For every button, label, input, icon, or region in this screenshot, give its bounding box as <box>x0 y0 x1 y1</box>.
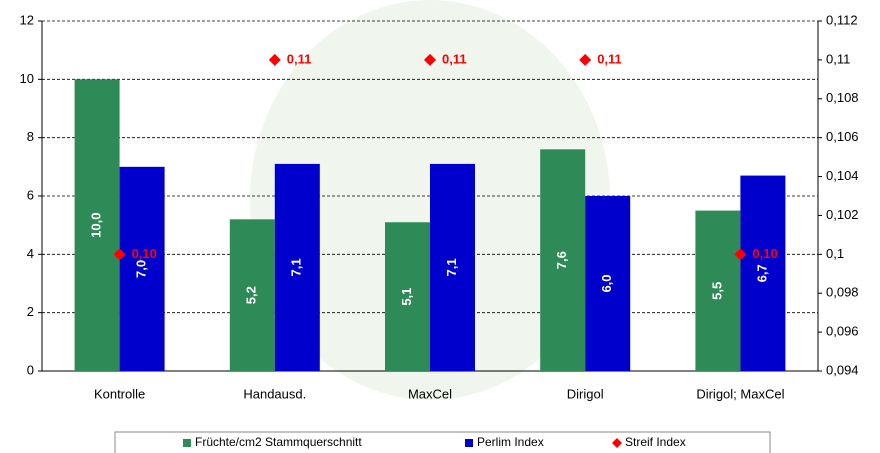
y2-tick-label: 0,104 <box>826 168 859 183</box>
value-label: 5,1 <box>399 288 414 306</box>
y2-tick-label: 0,096 <box>826 324 859 339</box>
bar <box>119 166 165 371</box>
value-label: 5,2 <box>244 286 259 304</box>
bar <box>74 79 120 371</box>
y2-tick-label: 0,098 <box>826 285 859 300</box>
bar <box>385 222 430 371</box>
legend-swatch <box>183 439 191 447</box>
legend-swatch <box>612 438 622 448</box>
x-tick-label: Handausd. <box>243 386 306 401</box>
value-label: 5,5 <box>709 282 724 300</box>
marker <box>734 248 747 261</box>
y2-tick-label: 0,094 <box>826 362 859 377</box>
bar <box>430 163 475 371</box>
value-label: 0,10 <box>132 246 157 261</box>
y2-tick-label: 0,106 <box>826 129 859 144</box>
bar <box>274 163 320 371</box>
y2-tick-label: 0,1 <box>826 246 844 261</box>
y2-tick-label: 0,108 <box>826 90 859 105</box>
value-label: 7,1 <box>444 258 459 276</box>
value-label: 0,11 <box>597 51 622 66</box>
bar <box>740 175 786 371</box>
value-label: 6,7 <box>754 264 769 282</box>
y2-tick-label: 0,112 <box>826 12 858 27</box>
y2-tick-label: 0,11 <box>826 51 850 66</box>
bar <box>540 149 586 371</box>
legend-label: Streif Index <box>625 435 686 449</box>
marker <box>579 53 592 66</box>
y-tick-label: 10 <box>20 71 34 86</box>
value-label: 7,6 <box>554 251 569 269</box>
x-tick-label: Dirigol; MaxCel <box>696 386 784 401</box>
value-label: 7,0 <box>134 260 149 278</box>
bar <box>229 219 275 371</box>
value-label: 10,0 <box>89 213 104 238</box>
value-label: 0,10 <box>752 246 777 261</box>
legend-swatch <box>465 439 473 447</box>
x-tick-label: MaxCel <box>408 386 452 401</box>
value-label: 6,0 <box>599 274 614 292</box>
bar <box>695 210 741 371</box>
marker <box>268 53 281 66</box>
y-tick-label: 0 <box>27 362 34 377</box>
value-label: 0,11 <box>442 51 467 66</box>
value-label: 0,11 <box>287 51 312 66</box>
y-tick-label: 4 <box>27 246 34 261</box>
x-tick-label: Dirigol <box>567 386 604 401</box>
y-tick-label: 2 <box>27 304 34 319</box>
legend-box <box>114 431 771 453</box>
bar <box>585 196 631 371</box>
legend-label: Früchte/cm2 Stammquerschnitt <box>195 435 362 449</box>
y2-tick-label: 0,102 <box>826 207 859 222</box>
legend-label: Perlim Index <box>477 435 544 449</box>
x-tick-label: Kontrolle <box>94 386 145 401</box>
marker <box>424 53 436 66</box>
marker <box>113 248 126 261</box>
y-tick-label: 8 <box>27 129 34 144</box>
value-label: 7,1 <box>289 258 304 276</box>
y-tick-label: 6 <box>27 187 34 202</box>
y-tick-label: 12 <box>20 12 34 27</box>
